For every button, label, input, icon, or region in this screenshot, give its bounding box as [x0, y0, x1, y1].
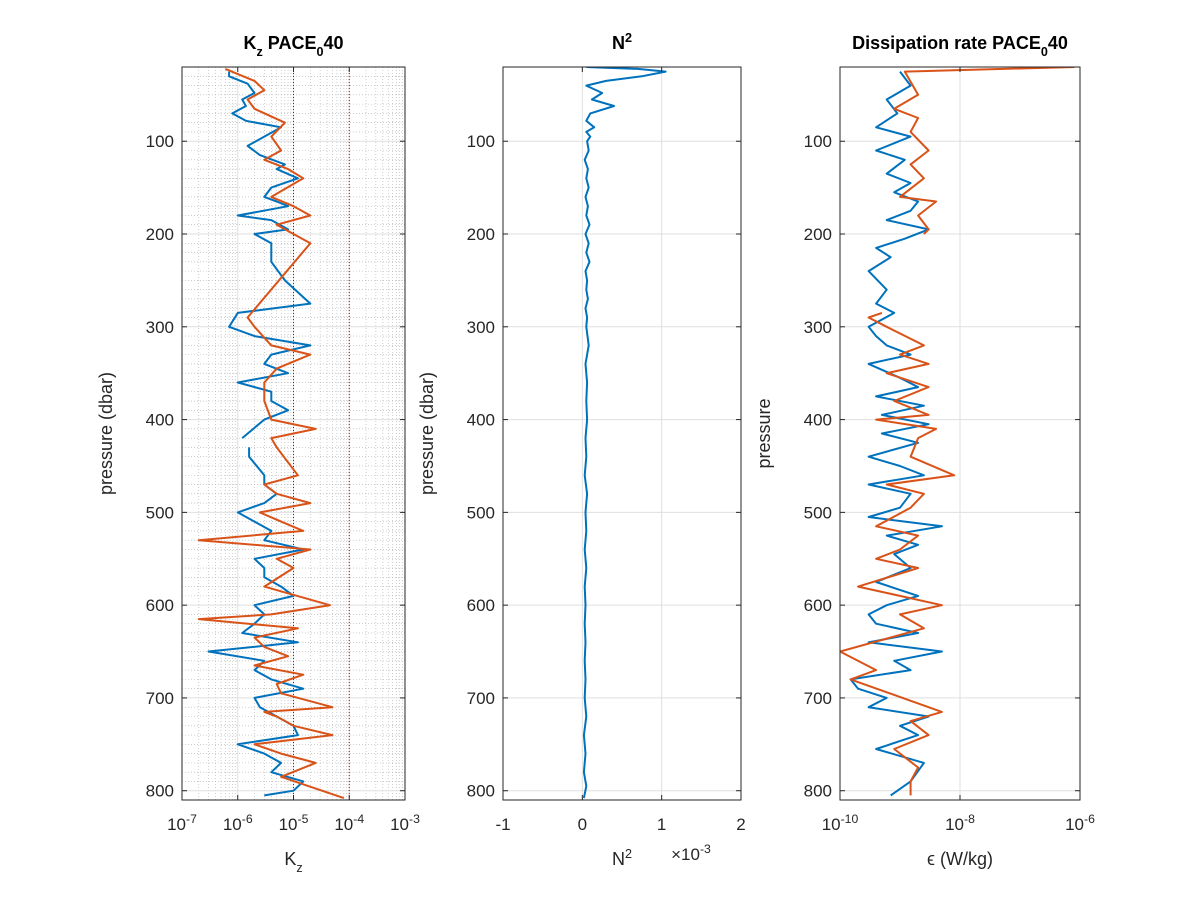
y-tick-label: 700 [146, 689, 174, 708]
x-axis-label: Kz [284, 849, 302, 875]
grid [839, 67, 1081, 800]
x-tick-label: 0 [578, 815, 587, 834]
y-tick-label: 200 [146, 225, 174, 244]
axes-frame [502, 66, 742, 801]
series-line-1 [849, 70, 943, 797]
y-tick-label: 600 [467, 596, 495, 615]
x-tick-label: 10-4 [334, 812, 364, 834]
y-tick-label: 300 [804, 318, 832, 337]
panel-title: Dissipation rate PACE040 [852, 33, 1068, 59]
x-tick-label: 10-8 [945, 812, 975, 834]
y-tick-label: 800 [804, 782, 832, 801]
series-line-2 [840, 67, 1075, 796]
panel-1: 100 200 300 400 500 600 700 800 10-7 10-6 10-5 10-4… [96, 33, 420, 875]
y-tick-label: 500 [146, 503, 174, 522]
series-line-2 [197, 67, 345, 800]
x-tick-label: 1 [657, 815, 666, 834]
x-tick-label: 10-3 [390, 812, 420, 834]
y-tick-label: 800 [146, 782, 174, 801]
y-tick-label: 200 [467, 225, 495, 244]
x-axis-label: ϵ (W/kg) [927, 849, 993, 869]
y-tick-label: 800 [467, 782, 495, 801]
y-tick-label: 100 [804, 132, 832, 151]
series-line-1 [582, 67, 667, 799]
x-axis-label: N2 [612, 847, 632, 869]
series-group [840, 67, 1075, 797]
x-axis-exponent: ×10-3 [671, 842, 711, 864]
x-tick-label: 2 [736, 815, 745, 834]
y-tick-label: 700 [804, 689, 832, 708]
y-tick-label: 600 [146, 596, 174, 615]
x-tick-label: 10-10 [822, 812, 859, 834]
x-tick-label: 10-5 [279, 812, 309, 834]
y-tick-label: 200 [804, 225, 832, 244]
y-tick-label: 400 [804, 411, 832, 430]
series-group [197, 67, 345, 800]
x-tick-label: 10-7 [167, 812, 197, 834]
y-tick-label: 600 [804, 596, 832, 615]
x-tick-label: 10-6 [223, 812, 253, 834]
y-tick-label: 400 [146, 411, 174, 430]
y-axis-label: pressure (dbar) [417, 372, 437, 495]
y-tick-label: 300 [146, 318, 174, 337]
x-tick-label: 10-6 [1065, 812, 1095, 834]
y-tick-label: 400 [467, 411, 495, 430]
y-tick-label: 500 [804, 503, 832, 522]
y-tick-label: 100 [467, 132, 495, 151]
grid [502, 67, 742, 800]
y-tick-label: 300 [467, 318, 495, 337]
y-tick-label: 100 [146, 132, 174, 151]
panel-title: Kz PACE040 [243, 33, 343, 59]
y-axis-label: pressure (dbar) [96, 372, 116, 495]
panel-3: 100 200 300 400 500 600 700 800 10-10 10-8 10-6 Dis… [754, 33, 1095, 869]
panel-title: N2 [612, 31, 632, 53]
panel-2: 100 200 300 400 500 600 700 800-1 0 1 2 ×10-3 N2 N2 pr… [417, 31, 746, 869]
x-tick-label: -1 [495, 815, 510, 834]
y-tick-label: 500 [467, 503, 495, 522]
series-group [582, 67, 667, 799]
y-axis-label: pressure [754, 398, 774, 468]
y-tick-label: 700 [467, 689, 495, 708]
